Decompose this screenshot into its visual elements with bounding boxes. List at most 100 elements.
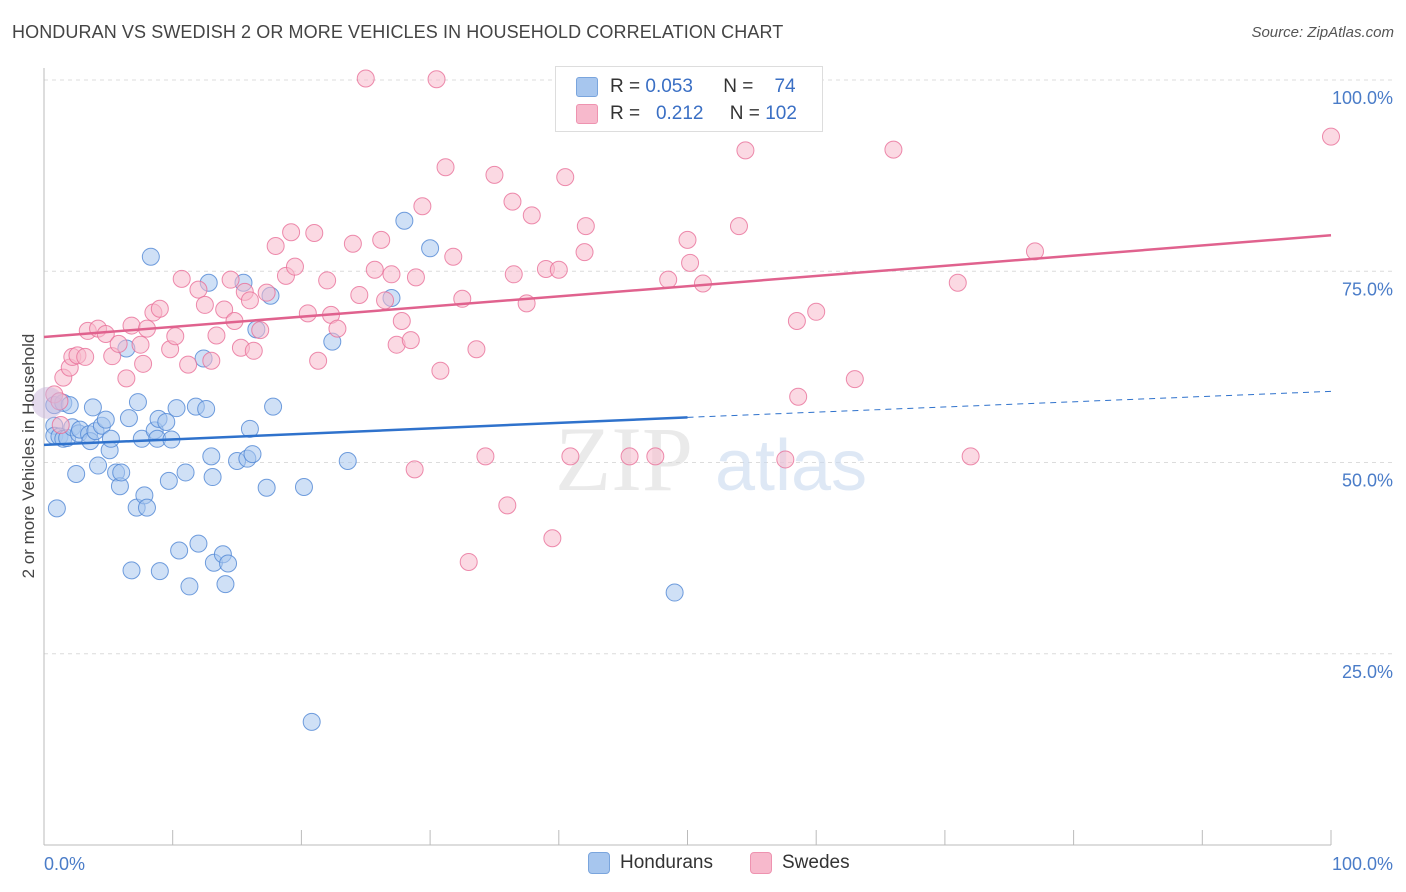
swede-point [845, 370, 864, 389]
swede-point [134, 354, 153, 373]
swede-point [681, 253, 700, 272]
swede-point [51, 416, 70, 435]
swede-point [221, 270, 240, 289]
swede-point [109, 334, 128, 353]
swede-point [961, 447, 980, 466]
swede-point [282, 223, 301, 242]
hondurans-trend-extension [687, 390, 1332, 418]
honduran-point [47, 499, 66, 518]
legend-n-label: N = [723, 76, 754, 97]
legend-r-label: R = [610, 76, 641, 97]
swede-point [405, 460, 424, 479]
honduran-point [202, 447, 221, 466]
legend-row-hondurans: R = 0.053 N = 74 [576, 74, 796, 100]
grid-lines [44, 79, 1393, 655]
swede-point [561, 447, 580, 466]
swede-point [1322, 127, 1340, 146]
swede-point [179, 355, 198, 374]
swede-point [620, 447, 639, 466]
swede-point [207, 326, 226, 345]
swede-point [189, 280, 208, 299]
x-tick-label-max: 100.0% [1332, 854, 1393, 874]
honduran-point [157, 412, 176, 431]
honduran-point [302, 712, 321, 731]
swede-point [285, 257, 304, 276]
cluster-point [31, 386, 64, 419]
swede-point [729, 217, 748, 236]
honduran-point [338, 451, 357, 470]
swede-point [467, 340, 486, 359]
honduran-point [141, 247, 160, 266]
swede-point [266, 237, 285, 256]
honduran-point [101, 429, 120, 448]
swede-point [776, 450, 795, 469]
legend-n-label: N = [729, 103, 760, 124]
honduran-point [665, 583, 684, 602]
swede-point [444, 247, 463, 266]
y-axis-label: 2 or more Vehicles in Household [19, 334, 38, 579]
honduran-point [421, 239, 440, 258]
legend-n-value: 74 [774, 76, 796, 97]
bottom-legend-swedes: Swedes [750, 852, 850, 874]
swede-point [172, 269, 191, 288]
swede-point [485, 165, 504, 184]
swede-point [789, 387, 808, 406]
honduran-point [83, 398, 102, 417]
swede-point [575, 243, 594, 262]
stats-legend: R = 0.053 N = 74 R = 0.212 N = 102 [555, 66, 823, 132]
honduran-point [294, 477, 313, 496]
honduran-point [67, 464, 86, 483]
honduran-point [219, 554, 238, 573]
swede-point [413, 197, 432, 216]
swede-point [166, 327, 185, 346]
swede-point [498, 496, 517, 515]
honduran-point [257, 478, 276, 497]
swede-point [195, 295, 214, 314]
honduran-point [89, 456, 108, 475]
swede-point [376, 291, 395, 310]
legend-row-swedes: R = 0.212 N = 102 [576, 101, 797, 127]
swede-point [522, 206, 541, 225]
swede-point [543, 529, 562, 548]
legend-r-label: R = [610, 103, 641, 124]
swede-point [659, 270, 678, 289]
bottom-legend-label: Hondurans [620, 852, 713, 873]
x-tick-label-min: 0.0% [44, 854, 85, 874]
swede-point [427, 70, 446, 89]
honduran-point [112, 463, 131, 482]
bottom-swatch-hondurans [588, 852, 610, 874]
swede-point [436, 158, 455, 177]
swede-point [356, 69, 375, 88]
swede-point [244, 341, 263, 360]
chart-title: HONDURAN VS SWEDISH 2 OR MORE VEHICLES I… [12, 22, 784, 42]
legend-r-value: 0.053 [645, 76, 693, 97]
swede-point [131, 335, 150, 354]
swede-point [884, 140, 903, 159]
trend-lines [43, 234, 1332, 447]
swede-point [251, 321, 270, 340]
swede-point [76, 347, 95, 366]
swede-point [392, 311, 411, 330]
swede-point [646, 447, 665, 466]
swede-point [328, 319, 347, 338]
honduran-point [203, 468, 222, 487]
honduran-point [119, 409, 138, 428]
honduran-point [189, 534, 208, 553]
swede-point [503, 192, 522, 211]
swedes-trend-line [43, 234, 1332, 339]
swede-point [257, 283, 276, 302]
swede-point [549, 260, 568, 279]
swede-point [318, 271, 337, 290]
swede-point [807, 302, 826, 321]
y-tick-label: 25.0% [1342, 662, 1393, 682]
honduran-point [96, 410, 115, 429]
bottom-swatch-swedes [750, 852, 772, 874]
swede-point [678, 230, 697, 249]
honduran-point [180, 577, 199, 596]
bottom-legend-label: Swedes [782, 852, 850, 873]
honduran-point [243, 445, 262, 464]
swede-point [787, 311, 806, 330]
swede-point [240, 291, 259, 310]
swede-point [476, 447, 495, 466]
